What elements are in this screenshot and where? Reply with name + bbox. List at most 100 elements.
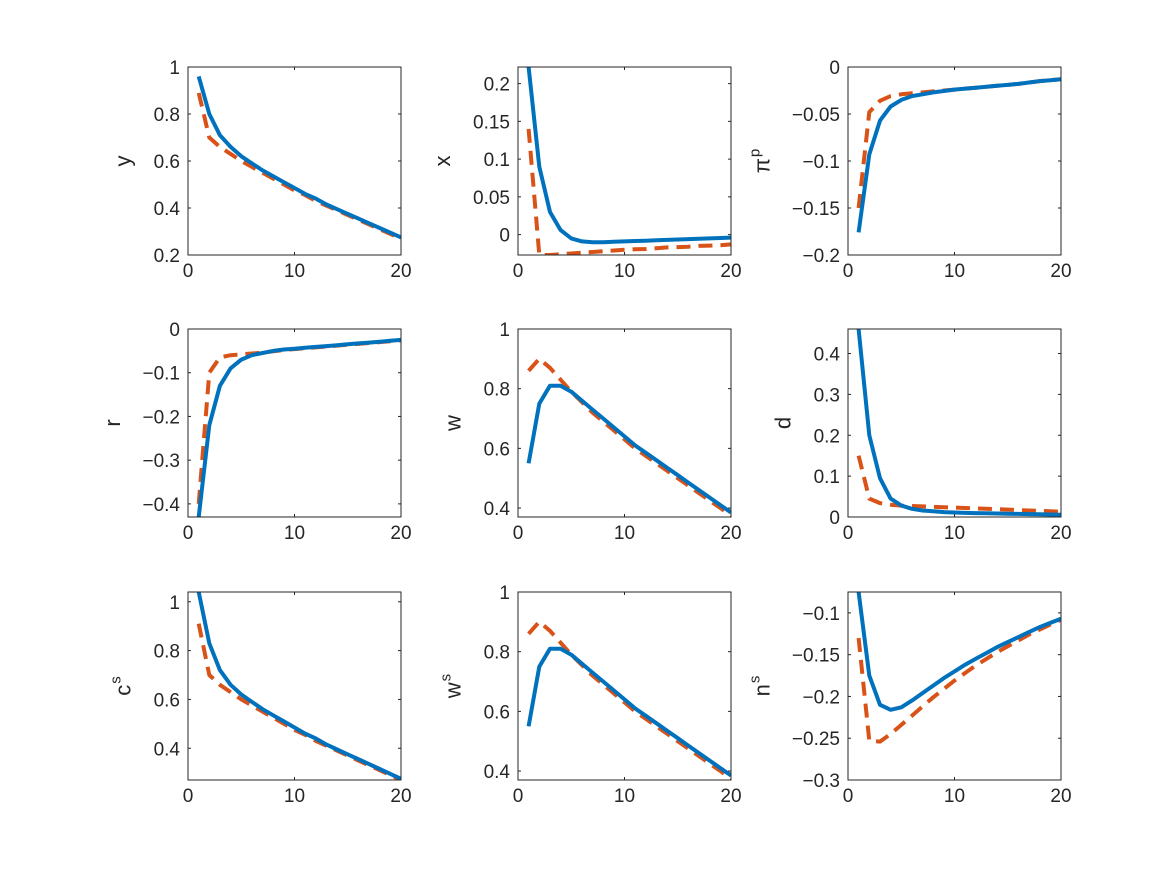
- y-axis-label: cs: [108, 676, 136, 696]
- y-tick-label: 0.1: [814, 467, 840, 488]
- y-tick-label: −0.15: [792, 646, 840, 667]
- x-tick-label: 0: [183, 523, 194, 544]
- y-axis-label: x: [430, 156, 455, 167]
- subplot-6: 0 10 20 0 0.1 0.2 0.3 0.4 d: [771, 328, 1072, 544]
- x-tick-label: 20: [720, 261, 741, 282]
- x-tick-label: 10: [284, 261, 305, 282]
- x-tick-label: 20: [390, 523, 411, 544]
- y-axis-label: ns: [747, 676, 775, 697]
- y-tick-label: −0.2: [802, 687, 840, 708]
- x-tick-label: 0: [843, 523, 854, 544]
- axes-box: [847, 591, 1062, 781]
- axes-box: [187, 328, 402, 518]
- y-tick-label: 1: [169, 593, 180, 614]
- series-line-solid: [526, 67, 731, 245]
- x-tick-label: 0: [183, 261, 194, 282]
- y-tick-label: 0.2: [484, 75, 510, 96]
- y-tick-label: −0.3: [802, 771, 840, 792]
- x-tick-label: 20: [1050, 261, 1071, 282]
- y-tick-label: 0.8: [154, 642, 180, 663]
- x-tick-label: 0: [843, 261, 854, 282]
- y-tick-label: 0.2: [814, 426, 840, 447]
- y-tick-label: −0.3: [142, 451, 180, 472]
- y-tick-label: 0.6: [154, 690, 180, 711]
- y-tick-label: 0.8: [154, 105, 180, 126]
- series-line-solid: [196, 592, 401, 780]
- y-axis-label: r: [100, 419, 125, 426]
- series-line-dashed: [527, 356, 731, 517]
- series-line-dashed: [526, 128, 731, 255]
- y-tick-label: −0.2: [142, 407, 180, 428]
- y-tick-label: 0.4: [484, 762, 511, 783]
- y-tick-label: 0.4: [814, 345, 841, 366]
- series-line-solid: [856, 77, 1061, 233]
- y-tick-label: −0.1: [802, 152, 840, 173]
- subplot-5: 0 10 20 0.4 0.6 0.8 1 w: [441, 320, 742, 544]
- x-tick-label: 10: [614, 523, 635, 544]
- x-tick-label: 0: [843, 786, 854, 807]
- y-tick-label: 0.05: [473, 188, 510, 209]
- y-tick-label: −0.2: [802, 246, 840, 267]
- x-tick-label: 20: [390, 261, 411, 282]
- y-tick-label: −0.05: [792, 105, 840, 126]
- y-tick-label: 0.8: [484, 643, 510, 664]
- y-tick-label: −0.15: [792, 199, 840, 220]
- series-line-dashed: [196, 92, 401, 241]
- x-tick-label: 0: [183, 786, 194, 807]
- series-line-solid: [856, 592, 1061, 712]
- y-axis-label: d: [771, 417, 796, 429]
- x-tick-label: 10: [614, 786, 635, 807]
- series-line-dashed: [856, 455, 1061, 514]
- y-tick-label: 0.8: [484, 380, 510, 401]
- series-line-dashed: [527, 619, 731, 780]
- x-tick-label: 10: [944, 261, 965, 282]
- x-tick-label: 10: [614, 261, 635, 282]
- y-tick-label: 0.4: [154, 739, 181, 760]
- subplot-8: 0 10 20 0.4 0.6 0.8 1 ws: [438, 583, 742, 807]
- y-axis-label: πp: [747, 149, 775, 174]
- y-axis-label: y: [111, 156, 136, 167]
- y-tick-label: 0.6: [484, 439, 510, 460]
- y-tick-label: 0.6: [484, 702, 510, 723]
- y-axis-label: ws: [438, 674, 466, 699]
- y-tick-label: 0.15: [473, 112, 510, 133]
- x-tick-label: 20: [1050, 523, 1071, 544]
- y-tick-label: 0: [499, 226, 510, 247]
- y-tick-label: 0.2: [154, 246, 180, 267]
- x-tick-label: 20: [1050, 786, 1071, 807]
- x-tick-label: 0: [513, 523, 524, 544]
- y-tick-label: −0.1: [142, 364, 180, 385]
- subplot-2: 0 10 20 0 0.05 0.1 0.15 0.2 x: [430, 66, 742, 282]
- series-line-dashed: [856, 77, 1061, 209]
- y-tick-label: 0.6: [154, 152, 180, 173]
- series-line-solid: [196, 337, 401, 517]
- subplot-7: 0 10 20 0.4 0.6 0.8 1 cs: [108, 591, 412, 807]
- series-line-solid: [526, 646, 731, 778]
- x-tick-label: 20: [720, 523, 741, 544]
- x-tick-label: 0: [513, 261, 524, 282]
- series-line-solid: [856, 329, 1061, 517]
- y-tick-label: −0.25: [792, 729, 840, 750]
- x-tick-label: 10: [284, 786, 305, 807]
- y-tick-label: 0.4: [484, 499, 511, 520]
- series-line-solid: [196, 75, 401, 240]
- y-tick-label: 0: [829, 508, 840, 529]
- y-tick-label: 1: [499, 320, 510, 341]
- x-tick-label: 10: [944, 786, 965, 807]
- y-axis-label: w: [441, 415, 466, 432]
- y-tick-label: 0.1: [484, 150, 510, 171]
- subplot-9: 0 10 20 −0.3 −0.25 −0.2 −0.15 −0.1 ns: [747, 591, 1072, 807]
- axes-box: [187, 66, 402, 256]
- y-tick-label: 0: [829, 58, 840, 79]
- series-line-solid: [526, 383, 731, 515]
- axes-box: [847, 328, 1062, 518]
- x-tick-label: 20: [390, 786, 411, 807]
- y-tick-label: 0: [169, 320, 180, 341]
- y-tick-label: 1: [169, 58, 180, 79]
- series-line-dashed: [196, 623, 401, 780]
- x-tick-label: 0: [513, 786, 524, 807]
- y-tick-label: −0.1: [802, 604, 840, 625]
- subplot-4: 0 10 20 −0.4 −0.3 −0.2 −0.1 0 r: [100, 320, 412, 544]
- subplot-1: 0 10 20 0.2 0.4 0.6 0.8 1 y: [111, 58, 412, 282]
- series-line-dashed: [856, 617, 1061, 744]
